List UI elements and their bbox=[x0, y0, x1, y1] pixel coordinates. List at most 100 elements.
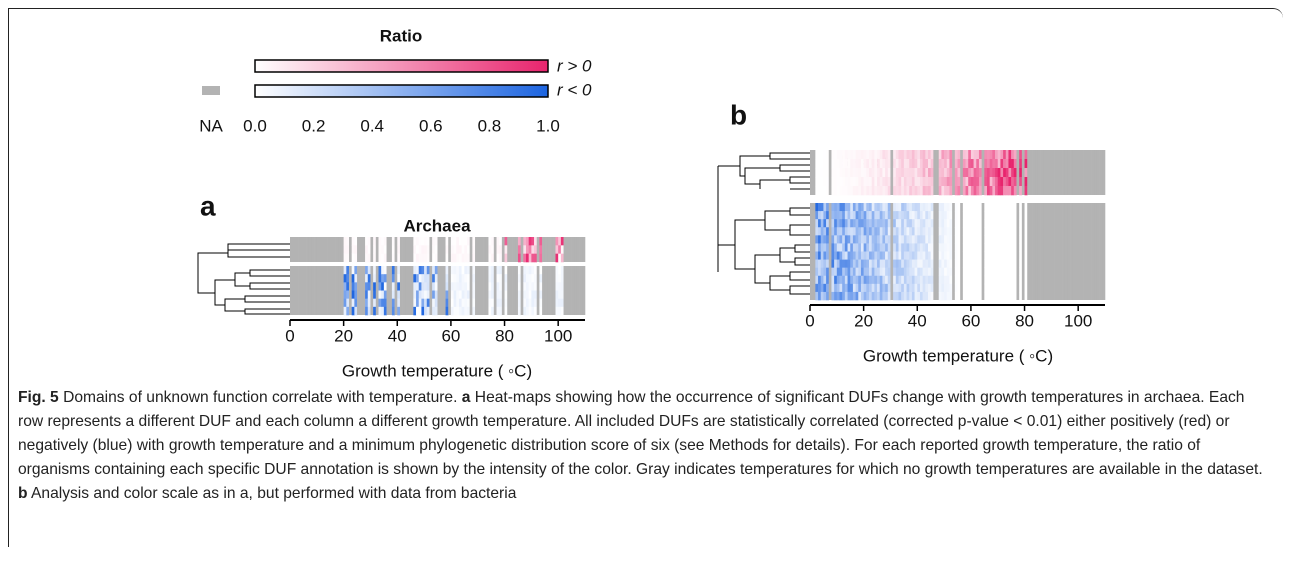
heatmap-cell bbox=[949, 283, 953, 293]
heatmap-cell bbox=[877, 275, 881, 285]
heatmap-cell bbox=[984, 150, 988, 160]
heatmap-na bbox=[306, 266, 310, 315]
heatmap-na bbox=[1027, 150, 1031, 195]
heatmap-cell bbox=[1024, 267, 1028, 277]
heatmap-cell bbox=[1024, 159, 1028, 169]
heatmap-na bbox=[475, 266, 479, 315]
heatmap-cell bbox=[984, 291, 988, 301]
heatmap-cell bbox=[555, 282, 559, 291]
heatmap-cell bbox=[855, 168, 859, 178]
heatmap-cell bbox=[367, 282, 371, 291]
heatmap-cell bbox=[456, 290, 460, 299]
heatmap-cell bbox=[496, 237, 500, 246]
heatmap-cell bbox=[928, 186, 931, 196]
heatmap-cell bbox=[373, 298, 377, 308]
heatmap-cell bbox=[820, 219, 824, 228]
heatmap-cell bbox=[909, 159, 913, 169]
heatmap-cell bbox=[383, 282, 387, 291]
heatmap-na bbox=[568, 237, 572, 262]
heatmap-cell bbox=[434, 237, 438, 246]
heatmap-cell bbox=[970, 150, 974, 160]
heatmap-cell bbox=[560, 282, 564, 291]
heatmap-cell bbox=[909, 267, 913, 277]
heatmap-cell bbox=[539, 274, 543, 283]
heatmap-cell bbox=[866, 267, 870, 277]
heatmap-cell bbox=[531, 266, 535, 275]
heatmap-cell bbox=[944, 243, 948, 252]
heatmap-cell bbox=[1000, 159, 1004, 169]
heatmap-cell bbox=[976, 227, 980, 236]
heatmap-cell bbox=[1011, 186, 1015, 196]
heatmap-cell bbox=[1005, 251, 1009, 260]
heatmap-cell bbox=[1003, 186, 1007, 196]
heatmap-na bbox=[1094, 150, 1098, 195]
heatmap-cell bbox=[866, 251, 870, 260]
heatmap-cell bbox=[898, 291, 902, 301]
heatmap-na bbox=[402, 266, 406, 315]
heatmap-cell bbox=[965, 275, 969, 285]
heatmap-cell bbox=[560, 306, 564, 316]
heatmap-cell bbox=[906, 150, 910, 160]
heatmap-cell bbox=[954, 177, 958, 187]
heatmap-cell bbox=[858, 235, 862, 244]
heatmap-cell bbox=[432, 306, 436, 316]
heatmap-cell bbox=[820, 235, 824, 244]
heatmap-cell bbox=[818, 186, 822, 196]
heatmap-cell bbox=[995, 251, 999, 260]
heatmap-cell bbox=[416, 274, 420, 283]
heatmap-cell bbox=[922, 211, 926, 220]
heatmap-cell bbox=[397, 245, 401, 254]
heatmap-cell bbox=[882, 243, 886, 252]
heatmap-cell bbox=[558, 282, 562, 291]
heatmap-cell bbox=[970, 159, 974, 169]
heatmap-cell bbox=[397, 290, 401, 299]
heatmap-cell bbox=[965, 186, 969, 196]
heatmap-cell bbox=[424, 253, 428, 263]
heatmap-cell bbox=[413, 290, 417, 299]
heatmap-cell bbox=[917, 291, 921, 301]
heatmap-na bbox=[571, 266, 575, 315]
heatmap-cell bbox=[895, 150, 899, 160]
heatmap-cell bbox=[1008, 235, 1012, 244]
heatmap-cell bbox=[893, 283, 897, 293]
heatmap-cell bbox=[1019, 259, 1023, 268]
heatmap-cell bbox=[834, 168, 838, 178]
heatmap-cell bbox=[365, 306, 369, 316]
heatmap-cell bbox=[995, 168, 999, 178]
heatmap-cell bbox=[946, 177, 950, 187]
heatmap-cell bbox=[560, 237, 564, 246]
heatmap-cell bbox=[860, 227, 864, 236]
heatmap-cell bbox=[914, 235, 918, 244]
heatmap-cell bbox=[989, 227, 993, 236]
heatmap-na bbox=[300, 266, 304, 315]
heatmap-cell bbox=[434, 274, 438, 283]
heatmap-cell bbox=[826, 186, 830, 196]
heatmap-cell bbox=[343, 290, 347, 299]
heatmap-cell bbox=[421, 274, 425, 283]
heatmap-cell bbox=[997, 291, 1001, 301]
heatmap-cell bbox=[978, 159, 982, 169]
heatmap-cell bbox=[898, 251, 902, 260]
heatmap-na bbox=[507, 237, 511, 262]
heatmap-cell bbox=[968, 251, 972, 260]
heatmap-cell bbox=[367, 290, 371, 299]
heatmap-cell bbox=[413, 298, 417, 308]
heatmap-cell bbox=[944, 186, 948, 196]
heatmap-cell bbox=[930, 219, 934, 228]
heatmap-cell bbox=[820, 243, 824, 252]
heatmap-cell bbox=[874, 168, 878, 178]
heatmap-cell bbox=[826, 177, 830, 187]
heatmap-cell bbox=[354, 245, 358, 254]
heatmap-cell bbox=[954, 168, 958, 178]
heatmap-cell bbox=[526, 253, 529, 263]
heatmap-cell bbox=[909, 203, 913, 212]
heatmap-cell bbox=[938, 203, 942, 212]
heatmap-cell bbox=[946, 168, 950, 178]
heatmap-cell bbox=[930, 243, 934, 252]
heatmap-cell bbox=[847, 159, 851, 169]
heatmap-cell bbox=[914, 283, 918, 293]
heatmap-cell bbox=[903, 211, 907, 220]
heatmap-cell bbox=[346, 237, 350, 246]
heatmap-cell bbox=[472, 266, 476, 275]
heatmap-cell bbox=[467, 266, 470, 275]
